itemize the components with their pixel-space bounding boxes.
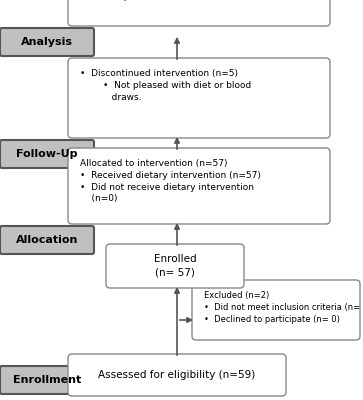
FancyBboxPatch shape <box>68 354 286 396</box>
Text: Analysed (n= 40)
•  Excluded from analysis (n=12)
        •  Data lost due to as: Analysed (n= 40) • Excluded from analysi… <box>80 0 246 1</box>
Text: Enrollment: Enrollment <box>13 375 81 385</box>
FancyBboxPatch shape <box>0 28 94 56</box>
Text: Allocation: Allocation <box>16 235 78 245</box>
Text: Allocated to intervention (n=57)
•  Received dietary intervention (n=57)
•  Did : Allocated to intervention (n=57) • Recei… <box>80 159 261 203</box>
FancyBboxPatch shape <box>0 140 94 168</box>
Text: Assessed for eligibility (n=59): Assessed for eligibility (n=59) <box>98 370 256 380</box>
Text: Follow-Up: Follow-Up <box>16 149 78 159</box>
FancyBboxPatch shape <box>0 226 94 254</box>
FancyBboxPatch shape <box>106 244 244 288</box>
FancyBboxPatch shape <box>0 366 94 394</box>
Text: Analysis: Analysis <box>21 37 73 47</box>
Text: •  Discontinued intervention (n=5)
        •  Not pleased with diet or blood
   : • Discontinued intervention (n=5) • Not … <box>80 69 251 102</box>
FancyBboxPatch shape <box>68 148 330 224</box>
FancyBboxPatch shape <box>68 58 330 138</box>
FancyBboxPatch shape <box>192 280 360 340</box>
FancyBboxPatch shape <box>68 0 330 26</box>
Text: Excluded (n=2)
•  Did not meet inclusion criteria (n= 2)
•  Declined to particip: Excluded (n=2) • Did not meet inclusion … <box>204 291 363 324</box>
Text: Enrolled
(n= 57): Enrolled (n= 57) <box>154 254 196 278</box>
